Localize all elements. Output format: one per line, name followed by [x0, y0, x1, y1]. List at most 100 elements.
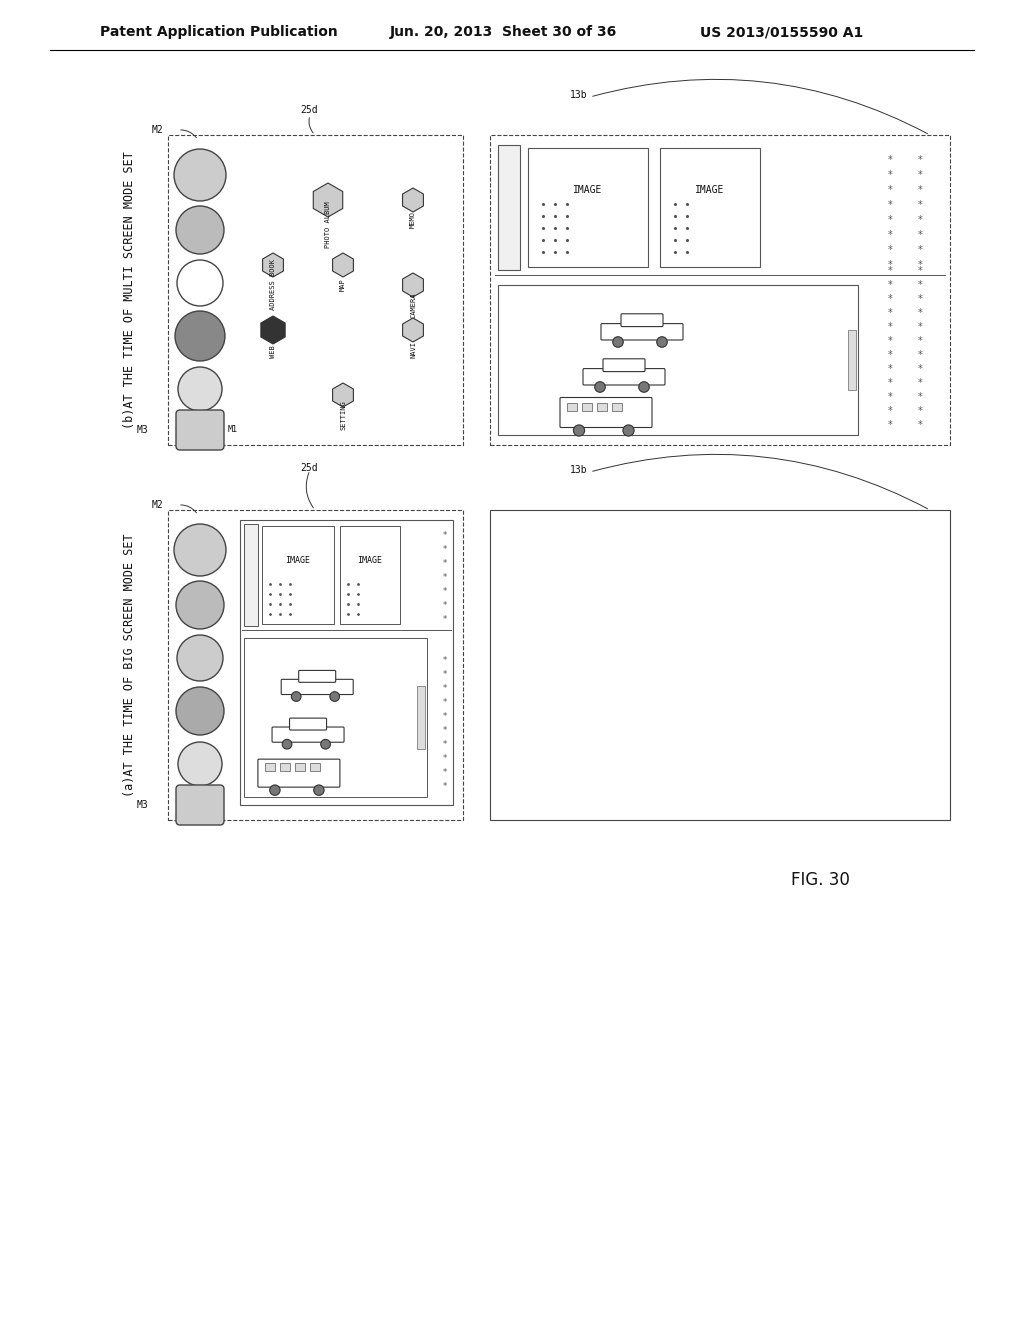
FancyBboxPatch shape [560, 397, 652, 428]
Text: *: * [888, 337, 892, 346]
Text: NAVI: NAVI [410, 342, 416, 359]
Text: *: * [918, 280, 923, 290]
Text: *: * [918, 185, 923, 195]
Text: (b)AT THE TIME OF MULTI SCREEN MODE SET: (b)AT THE TIME OF MULTI SCREEN MODE SET [124, 150, 136, 429]
Text: IMAGE: IMAGE [286, 556, 310, 565]
Text: *: * [888, 294, 892, 304]
Text: *: * [442, 615, 447, 624]
Circle shape [178, 367, 222, 411]
Text: IMAGE: IMAGE [357, 556, 383, 565]
FancyBboxPatch shape [280, 763, 290, 771]
Text: *: * [918, 378, 923, 388]
Text: *: * [888, 201, 892, 210]
Circle shape [612, 337, 624, 347]
FancyBboxPatch shape [583, 368, 665, 385]
Text: MEMO: MEMO [410, 211, 416, 228]
Circle shape [177, 260, 223, 306]
Text: *: * [918, 154, 923, 165]
Text: SETTING: SETTING [340, 400, 346, 430]
Text: Jun. 20, 2013  Sheet 30 of 36: Jun. 20, 2013 Sheet 30 of 36 [390, 25, 617, 40]
Text: *: * [888, 170, 892, 180]
Text: *: * [918, 308, 923, 318]
Circle shape [573, 425, 585, 436]
FancyBboxPatch shape [176, 411, 224, 450]
Text: *: * [442, 698, 447, 708]
Circle shape [176, 581, 224, 630]
FancyBboxPatch shape [528, 148, 648, 267]
Text: *: * [888, 364, 892, 374]
Text: *: * [888, 420, 892, 430]
Text: *: * [888, 407, 892, 416]
Text: *: * [888, 260, 892, 271]
Circle shape [176, 686, 224, 735]
Text: *: * [442, 671, 447, 678]
Text: (a)AT THE TIME OF BIG SCREEN MODE SET: (a)AT THE TIME OF BIG SCREEN MODE SET [124, 533, 136, 797]
Polygon shape [333, 383, 353, 407]
Text: *: * [888, 154, 892, 165]
Text: *: * [918, 337, 923, 346]
FancyBboxPatch shape [282, 680, 353, 694]
FancyBboxPatch shape [498, 285, 858, 436]
Circle shape [595, 381, 605, 392]
Text: *: * [442, 558, 447, 568]
FancyBboxPatch shape [168, 135, 463, 445]
FancyBboxPatch shape [848, 330, 856, 389]
Text: *: * [442, 587, 447, 597]
FancyBboxPatch shape [168, 510, 463, 820]
Text: M2: M2 [152, 500, 163, 510]
Circle shape [176, 206, 224, 253]
Polygon shape [262, 253, 284, 277]
FancyBboxPatch shape [601, 323, 683, 341]
Circle shape [283, 739, 292, 748]
FancyBboxPatch shape [603, 359, 645, 372]
Text: 13b: 13b [570, 465, 588, 475]
Circle shape [623, 425, 634, 436]
Circle shape [174, 149, 226, 201]
Text: *: * [442, 726, 447, 735]
Polygon shape [402, 318, 423, 342]
Text: M3: M3 [136, 425, 148, 436]
Text: *: * [918, 230, 923, 240]
Text: PHOTO ALBUM: PHOTO ALBUM [325, 202, 331, 248]
Text: *: * [888, 322, 892, 333]
Text: *: * [442, 545, 447, 554]
Text: *: * [918, 201, 923, 210]
Text: *: * [918, 215, 923, 224]
Text: IMAGE: IMAGE [695, 185, 725, 194]
FancyBboxPatch shape [272, 727, 344, 742]
Text: M3: M3 [136, 800, 148, 810]
Text: *: * [918, 322, 923, 333]
Text: 25d: 25d [300, 463, 317, 473]
FancyBboxPatch shape [310, 763, 319, 771]
FancyBboxPatch shape [244, 638, 427, 797]
Text: *: * [888, 392, 892, 403]
Polygon shape [402, 187, 423, 213]
Text: *: * [918, 170, 923, 180]
Text: *: * [442, 754, 447, 763]
FancyBboxPatch shape [240, 520, 453, 805]
Circle shape [269, 785, 281, 796]
Text: M1: M1 [228, 425, 238, 434]
FancyBboxPatch shape [295, 763, 305, 771]
Polygon shape [333, 253, 353, 277]
Circle shape [313, 785, 325, 796]
Text: *: * [888, 378, 892, 388]
Text: *: * [918, 407, 923, 416]
FancyBboxPatch shape [490, 510, 950, 820]
FancyBboxPatch shape [612, 403, 622, 411]
FancyBboxPatch shape [597, 403, 607, 411]
Text: *: * [888, 215, 892, 224]
Text: *: * [442, 684, 447, 693]
FancyBboxPatch shape [490, 135, 950, 445]
Circle shape [321, 739, 331, 748]
Circle shape [656, 337, 668, 347]
Text: *: * [888, 308, 892, 318]
Text: ADDRESS BOOK: ADDRESS BOOK [270, 260, 276, 310]
Text: *: * [442, 768, 447, 777]
Text: 13b: 13b [570, 90, 588, 100]
Text: 25d: 25d [300, 106, 317, 115]
Text: *: * [918, 260, 923, 271]
Text: *: * [918, 294, 923, 304]
Text: *: * [442, 741, 447, 748]
Text: WEB: WEB [270, 346, 276, 358]
